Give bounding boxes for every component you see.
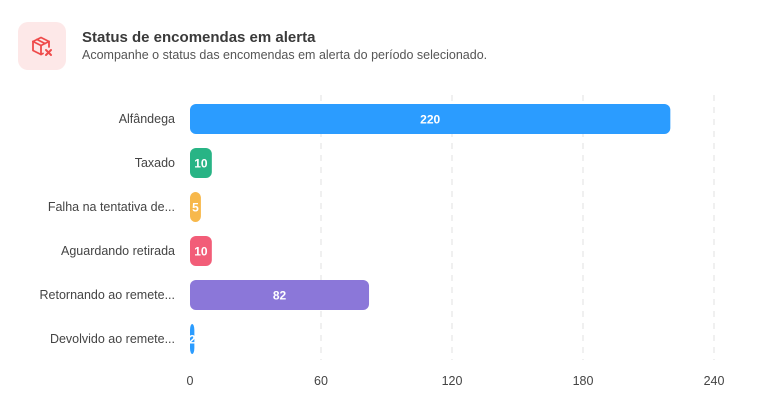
bar (190, 148, 212, 178)
category-label: Taxado (135, 156, 175, 170)
chart-title: Status de encomendas em alerta (82, 29, 316, 46)
data-label: 2 (189, 333, 196, 347)
x-tick-label: 120 (442, 374, 463, 388)
package-x-icon (18, 22, 66, 70)
bar (190, 192, 201, 222)
chart-subtitle: Acompanhe o status das encomendas em ale… (82, 48, 488, 62)
data-label: 220 (420, 113, 440, 127)
x-tick-label: 0 (187, 374, 194, 388)
bar (190, 324, 195, 354)
data-label: 82 (273, 289, 287, 303)
data-label: 5 (192, 201, 199, 215)
data-label: 10 (194, 245, 208, 259)
x-tick-label: 180 (573, 374, 594, 388)
x-tick-label: 240 (704, 374, 725, 388)
category-label: Devolvido ao remete... (50, 332, 175, 346)
x-tick-label: 60 (314, 374, 328, 388)
bar (190, 236, 212, 266)
category-label: Aguardando retirada (61, 244, 175, 258)
bar (190, 280, 370, 310)
bar (190, 104, 671, 134)
category-label: Alfândega (119, 112, 175, 126)
category-label: Retornando ao remete... (40, 288, 176, 302)
data-label: 10 (194, 157, 208, 171)
category-label: Falha na tentativa de... (48, 200, 175, 214)
